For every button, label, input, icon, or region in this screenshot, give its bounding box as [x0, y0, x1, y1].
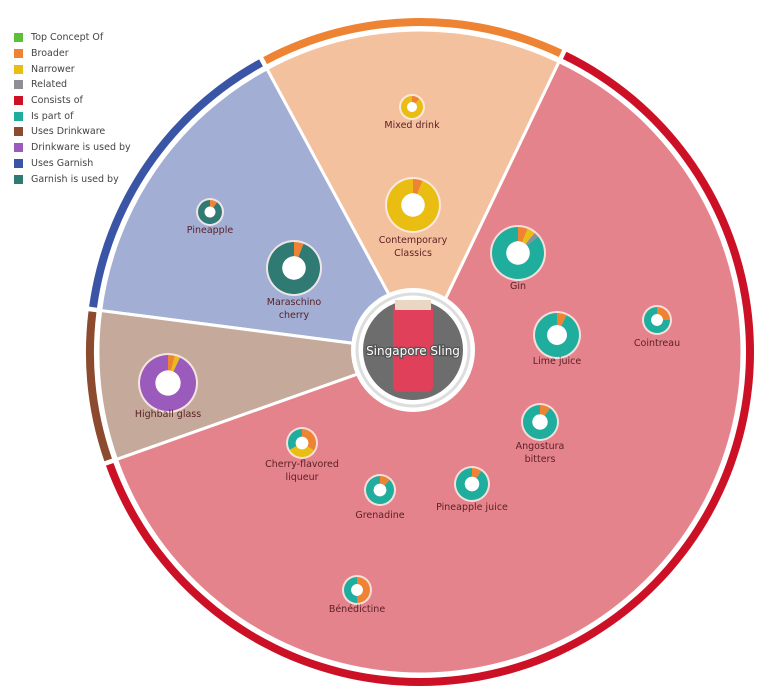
node-donut-segment	[268, 242, 320, 294]
node-donut-segment	[140, 355, 196, 412]
node-donut-segment	[171, 355, 180, 372]
node-donut-segment	[289, 446, 314, 458]
node-label: Cointreau	[634, 338, 680, 349]
node-b-n-dictine[interactable]: Bénédictine	[329, 575, 386, 615]
legend-swatch	[14, 96, 23, 106]
node-donut-segment	[294, 242, 304, 258]
cocktail-foam	[395, 300, 431, 310]
node-cherry-flavored-liqueur[interactable]: Cherry-flavored liqueur	[265, 427, 339, 483]
node-donut-segment	[366, 476, 394, 505]
node-donut-segment	[522, 228, 535, 244]
legend-label: Broader	[31, 48, 69, 60]
cocktail-glass-image	[393, 304, 433, 392]
node-donut-segment	[302, 429, 317, 451]
node-label: Contemporary Classics	[379, 235, 448, 259]
node-donut-segment	[644, 307, 670, 333]
node-pineapple-juice[interactable]: Pineapple juice	[436, 466, 508, 513]
node-label: Pineapple juice	[436, 502, 508, 513]
node-gin[interactable]: Gin	[490, 225, 546, 292]
legend-label: Uses Drinkware	[31, 126, 106, 138]
legend-swatch	[14, 111, 23, 121]
node-mixed-drink[interactable]: Mixed drink	[384, 94, 440, 131]
node-angostura-bitters[interactable]: Angostura bitters	[516, 403, 565, 465]
center-ring	[355, 292, 471, 408]
node-donut-segment	[387, 179, 440, 231]
node-pineapple[interactable]: Pineapple	[187, 198, 234, 236]
legend-label: Related	[31, 79, 68, 91]
node-highball-glass[interactable]: Highball glass	[135, 353, 201, 420]
node-label: Pineapple	[187, 225, 234, 236]
legend-item[interactable]: Garnish is used by	[14, 171, 131, 187]
node-donut-segment	[210, 200, 218, 208]
node-contemporary-classics[interactable]: Contemporary Classics	[379, 177, 448, 259]
legend-item[interactable]: Uses Garnish	[14, 156, 131, 172]
legend-label: Narrower	[31, 63, 75, 75]
legend-swatch	[14, 143, 23, 153]
node-label: Grenadine	[355, 510, 404, 521]
node-donut-segment	[523, 405, 557, 440]
legend-label: Top Concept Of	[31, 32, 104, 44]
legend-label: Drinkware is used by	[31, 142, 131, 154]
legend-item[interactable]: Related	[14, 77, 131, 93]
node-label: Maraschino cherry	[267, 297, 322, 321]
node-donut-segment	[288, 429, 302, 450]
node-grenadine[interactable]: Grenadine	[355, 474, 405, 521]
node-donut-segment	[657, 307, 670, 320]
node-donut-segment	[540, 405, 550, 416]
node-label: Angostura bitters	[516, 441, 565, 465]
legend-item[interactable]: Is part of	[14, 108, 131, 124]
node-label: Cherry-flavored liqueur	[265, 459, 339, 483]
legend-swatch	[14, 174, 23, 184]
legend-swatch	[14, 49, 23, 59]
legend-item[interactable]: Narrower	[14, 61, 131, 77]
sector-uses-drinkware[interactable]	[96, 308, 421, 462]
legend-item[interactable]: Uses Drinkware	[14, 124, 131, 140]
legend-label: Is part of	[31, 110, 74, 122]
node-donut-segment	[412, 96, 420, 104]
legend-swatch	[14, 33, 23, 43]
node-label: Mixed drink	[384, 120, 440, 131]
node-donut-segment	[357, 577, 371, 603]
node-donut-segment	[400, 96, 423, 119]
node-donut-segment	[168, 355, 175, 371]
sector-uses-garnish[interactable]	[99, 66, 423, 354]
node-maraschino-cherry[interactable]: Maraschino cherry	[266, 240, 322, 321]
legend-item[interactable]: Broader	[14, 46, 131, 62]
legend-item[interactable]: Drinkware is used by	[14, 140, 131, 156]
node-label: Highball glass	[135, 409, 201, 420]
node-donut-segment	[380, 476, 390, 486]
node-donut-segment	[518, 227, 528, 243]
node-label: Lime juice	[533, 356, 582, 367]
sector-ring	[85, 311, 112, 462]
node-cointreau[interactable]: Cointreau	[634, 305, 680, 349]
legend-swatch	[14, 80, 23, 90]
node-donut-segment	[413, 179, 423, 195]
node-donut-segment	[535, 313, 579, 358]
legend-item[interactable]: Top Concept Of	[14, 30, 131, 46]
legend-item[interactable]: Consists of	[14, 93, 131, 109]
node-donut-segment	[456, 468, 489, 501]
node-label: Bénédictine	[329, 604, 386, 615]
node-donut-segment	[525, 232, 539, 246]
node-donut-segment	[492, 227, 544, 279]
node-label: Gin	[510, 281, 526, 292]
node-lime-juice[interactable]: Lime juice	[533, 311, 582, 367]
legend: Top Concept Of Broader Narrower Related Cons…	[14, 30, 131, 187]
node-donut-segment	[472, 468, 482, 479]
legend-swatch	[14, 158, 23, 168]
legend-swatch	[14, 127, 23, 137]
center-label: Singapore Sling	[366, 344, 460, 358]
legend-label: Consists of	[31, 95, 83, 107]
sector-ring	[263, 18, 563, 65]
node-donut-segment	[557, 313, 567, 327]
legend-label: Uses Garnish	[31, 157, 94, 169]
node-donut-segment	[343, 577, 358, 603]
node-donut-segment	[198, 200, 223, 225]
legend-swatch	[14, 64, 23, 74]
legend-label: Garnish is used by	[31, 173, 119, 185]
